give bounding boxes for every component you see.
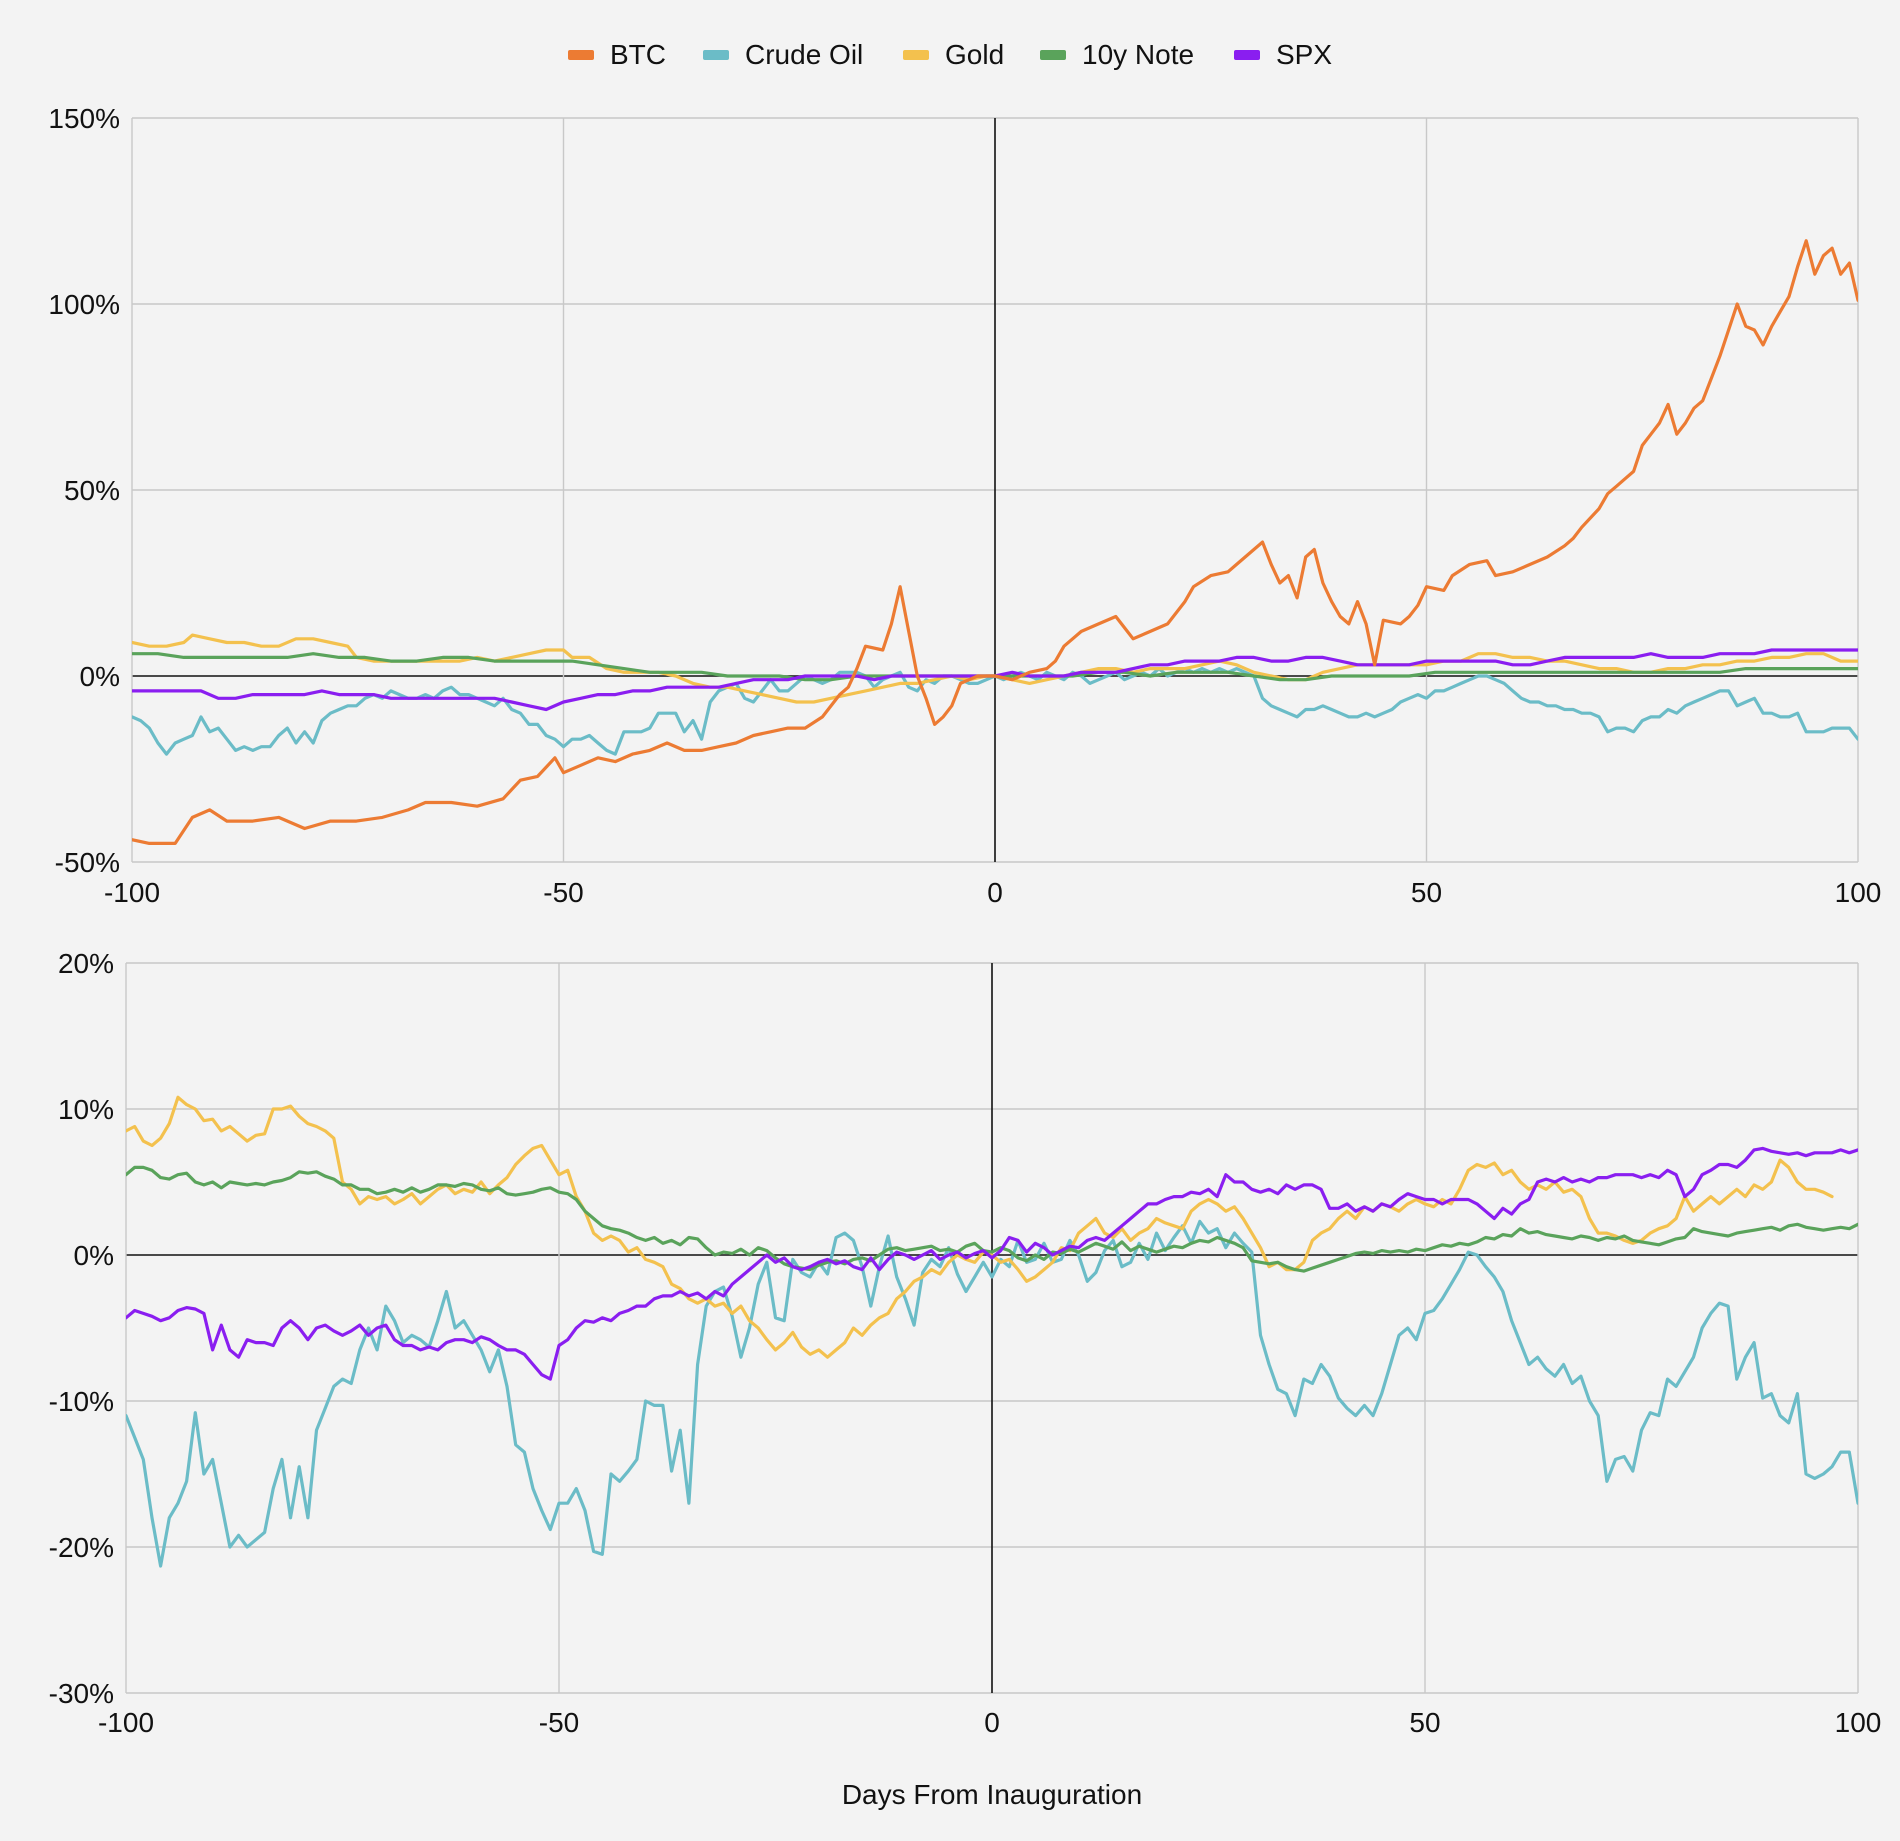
legend-swatch-spx bbox=[1234, 50, 1260, 60]
legend-label-gold: Gold bbox=[945, 39, 1004, 70]
legend-label-10y-note: 10y Note bbox=[1082, 39, 1194, 70]
legend-swatch-gold bbox=[903, 50, 929, 60]
bottom-x-tick-label: -100 bbox=[98, 1707, 154, 1738]
legend-item-btc[interactable]: BTC bbox=[568, 39, 666, 70]
top-x-tick-label: 50 bbox=[1411, 877, 1442, 908]
legend-item-gold[interactable]: Gold bbox=[903, 39, 1004, 70]
legend: BTC Crude Oil Gold 10y Note SPX bbox=[568, 39, 1332, 70]
bottom-y-tick-label: 10% bbox=[58, 1094, 114, 1125]
top-series-line-btc bbox=[132, 239, 1858, 845]
bottom-x-tick-label: 0 bbox=[984, 1707, 1000, 1738]
chart-top-btc-scale: -50% 0% 50% 100% 150% -100 -50 0 50 100 bbox=[48, 103, 1881, 908]
bottom-series-line-10y-note bbox=[126, 1165, 1858, 1273]
bottom-x-tick-label: 50 bbox=[1409, 1707, 1440, 1738]
bottom-y-tick-label: -30% bbox=[49, 1678, 114, 1709]
legend-swatch-10y-note bbox=[1040, 50, 1066, 60]
top-series-line-spx bbox=[132, 648, 1858, 712]
top-x-tick-label: -50 bbox=[543, 877, 583, 908]
legend-label-btc: BTC bbox=[610, 39, 666, 70]
bottom-y-tick-label: 0% bbox=[74, 1240, 114, 1271]
bottom-y-tick-label: 20% bbox=[58, 948, 114, 979]
chart-bottom-zoomed: -30% -20% -10% 0% 10% 20% -100 -50 0 50 100 bbox=[49, 948, 1882, 1738]
legend-swatch-crude-oil bbox=[703, 50, 729, 60]
legend-label-spx: SPX bbox=[1276, 39, 1332, 70]
bottom-series-line-crude-oil bbox=[126, 1219, 1858, 1568]
bottom-x-tick-label: -50 bbox=[539, 1707, 579, 1738]
bottom-y-tick-label: -20% bbox=[49, 1532, 114, 1563]
legend-item-crude-oil[interactable]: Crude Oil bbox=[703, 39, 863, 70]
legend-item-10y-note[interactable]: 10y Note bbox=[1040, 39, 1194, 70]
top-y-tick-label: -50% bbox=[55, 847, 120, 878]
bottom-y-tick-label: -10% bbox=[49, 1386, 114, 1417]
legend-label-crude-oil: Crude Oil bbox=[745, 39, 863, 70]
bottom-x-tick-label: 100 bbox=[1835, 1707, 1882, 1738]
x-axis-title: Days From Inauguration bbox=[842, 1779, 1142, 1810]
top-y-tick-label: 150% bbox=[48, 103, 120, 134]
bottom-series-line-gold bbox=[126, 1095, 1834, 1359]
top-series-layer bbox=[132, 239, 1858, 845]
top-x-tick-label: 0 bbox=[987, 877, 1003, 908]
top-y-tick-label: 50% bbox=[64, 475, 120, 506]
legend-item-spx[interactable]: SPX bbox=[1234, 39, 1332, 70]
top-y-tick-label: 100% bbox=[48, 289, 120, 320]
top-x-tick-label: -100 bbox=[104, 877, 160, 908]
top-x-tick-label: 100 bbox=[1835, 877, 1882, 908]
legend-swatch-btc bbox=[568, 50, 594, 60]
top-y-tick-label: 0% bbox=[80, 661, 120, 692]
bottom-series-layer bbox=[126, 1095, 1858, 1568]
bottom-series-line-spx bbox=[126, 1146, 1858, 1381]
